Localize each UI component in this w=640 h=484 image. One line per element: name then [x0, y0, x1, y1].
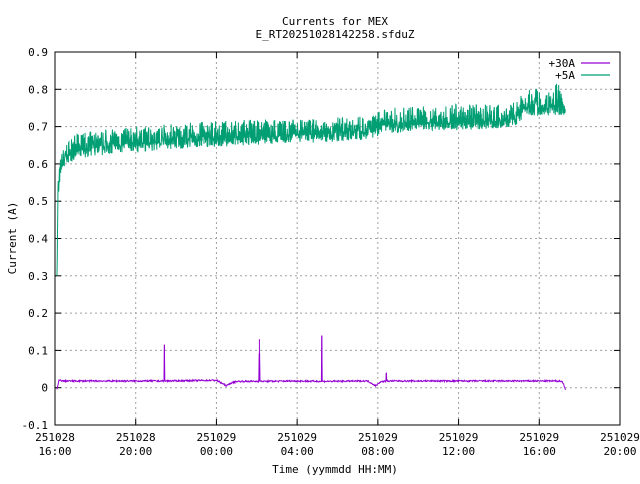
y-tick-label: 0.4	[28, 233, 48, 246]
y-tick-label: 0.5	[28, 195, 48, 208]
series-line-5a	[56, 83, 566, 276]
x-tick-date: 251028	[35, 431, 75, 444]
x-tick-date: 251029	[519, 431, 559, 444]
x-tick-time: 08:00	[361, 445, 394, 458]
plot-frame	[54, 51, 621, 426]
y-tick-label: 0.7	[28, 121, 48, 134]
y-tick-label: 0.9	[28, 46, 48, 59]
y-axis-label: Current (A)	[6, 202, 19, 275]
x-tick-date: 251029	[277, 431, 317, 444]
series-line-30a	[56, 335, 566, 391]
x-tick-date: 251029	[197, 431, 237, 444]
x-tick-time: 16:00	[523, 445, 556, 458]
x-tick-time: 20:00	[119, 445, 152, 458]
chart-title: Currents for MEX	[282, 15, 388, 28]
y-tick-label: 0.2	[28, 307, 48, 320]
y-tick-label: 0.8	[28, 83, 48, 96]
x-tick-date: 251028	[116, 431, 156, 444]
y-tick-label: 0.3	[28, 270, 48, 283]
x-tick-date: 251029	[358, 431, 398, 444]
x-tick-time: 04:00	[281, 445, 314, 458]
x-axis: 25102816:0025102820:0025102900:002510290…	[35, 52, 640, 458]
chart-subtitle: E_RT20251028142258.sfduZ	[256, 28, 415, 41]
y-tick-label: 0.1	[28, 344, 48, 357]
x-tick-time: 12:00	[442, 445, 475, 458]
legend: +30A +5A	[549, 57, 610, 82]
y-tick-label: -0.1	[22, 419, 49, 432]
y-axis: -0.1 0 0.1 0.2 0.3 0.4 0.5 0.6 0.7 0.8 0.9	[22, 46, 620, 432]
x-tick-date: 251029	[600, 431, 640, 444]
plot-series	[56, 83, 566, 391]
x-axis-label: Time (yymmdd HH:MM)	[272, 463, 398, 476]
legend-label-30a: +30A	[549, 57, 576, 70]
x-tick-time: 20:00	[603, 445, 636, 458]
y-tick-label: 0	[41, 382, 48, 395]
legend-label-5a: +5A	[555, 69, 575, 82]
grid	[55, 52, 620, 425]
x-tick-time: 00:00	[200, 445, 233, 458]
x-tick-time: 16:00	[38, 445, 71, 458]
x-tick-date: 251029	[439, 431, 479, 444]
y-tick-label: 0.6	[28, 158, 48, 171]
